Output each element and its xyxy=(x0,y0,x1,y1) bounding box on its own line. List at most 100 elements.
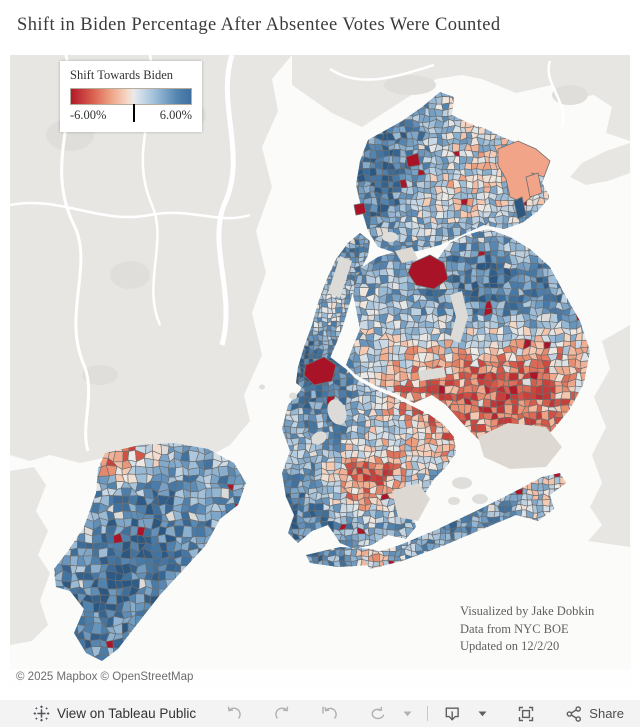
refresh-button[interactable] xyxy=(366,705,390,723)
nyc-map-viewport[interactable]: Shift Towards Biden -6.00% 6.00% Visuali… xyxy=(10,55,631,687)
election-district[interactable] xyxy=(165,570,177,580)
toolbar-menu-caret[interactable] xyxy=(400,711,415,717)
election-district[interactable] xyxy=(508,372,519,382)
election-district[interactable] xyxy=(419,391,427,400)
election-district[interactable] xyxy=(391,149,401,158)
election-district[interactable] xyxy=(438,393,446,401)
election-district[interactable] xyxy=(484,155,490,163)
election-district[interactable] xyxy=(398,173,406,181)
election-district[interactable] xyxy=(488,274,499,284)
election-district[interactable] xyxy=(388,352,393,362)
nyc-election-district-map[interactable] xyxy=(10,55,631,687)
election-district[interactable] xyxy=(315,389,323,399)
election-district[interactable] xyxy=(203,458,214,471)
election-district[interactable] xyxy=(488,241,499,252)
election-district[interactable] xyxy=(475,424,487,433)
mapbox-osm-copyright[interactable]: © 2025 Mapbox © OpenStreetMap xyxy=(16,671,194,683)
election-district[interactable] xyxy=(398,281,409,291)
election-district[interactable] xyxy=(367,522,377,529)
election-district[interactable] xyxy=(112,495,123,505)
election-district[interactable] xyxy=(439,532,447,541)
election-district[interactable] xyxy=(453,209,461,219)
election-district[interactable] xyxy=(410,169,419,176)
election-district[interactable] xyxy=(344,443,354,452)
election-district[interactable] xyxy=(98,547,109,559)
election-district[interactable] xyxy=(434,426,444,434)
election-district[interactable] xyxy=(509,241,517,253)
election-district[interactable] xyxy=(353,286,361,297)
election-district[interactable] xyxy=(510,314,517,323)
election-district[interactable] xyxy=(503,404,513,415)
election-district[interactable] xyxy=(464,273,472,285)
election-district[interactable] xyxy=(547,484,555,490)
election-district[interactable] xyxy=(477,340,485,349)
election-district[interactable] xyxy=(369,167,377,177)
election-district[interactable] xyxy=(579,352,590,362)
election-district[interactable] xyxy=(451,274,461,284)
election-district[interactable] xyxy=(484,250,492,256)
election-district[interactable] xyxy=(83,611,95,618)
election-district[interactable] xyxy=(362,161,371,169)
election-district[interactable] xyxy=(181,525,193,538)
election-district[interactable] xyxy=(561,359,570,367)
election-district[interactable] xyxy=(534,393,544,401)
election-district[interactable] xyxy=(495,390,507,402)
election-district[interactable] xyxy=(385,374,396,381)
election-district[interactable] xyxy=(542,267,549,278)
election-district[interactable] xyxy=(465,180,474,189)
election-district[interactable] xyxy=(495,175,502,183)
redo-button[interactable] xyxy=(270,705,294,723)
election-district[interactable] xyxy=(535,276,544,284)
election-district[interactable] xyxy=(352,544,361,554)
election-district[interactable] xyxy=(105,640,114,649)
election-district[interactable] xyxy=(441,108,449,117)
legend-gradient-bar[interactable] xyxy=(70,88,192,105)
election-district[interactable] xyxy=(325,461,336,471)
election-district[interactable] xyxy=(364,419,371,428)
election-district[interactable] xyxy=(534,384,543,396)
election-district[interactable] xyxy=(400,474,407,483)
election-district[interactable] xyxy=(326,485,335,495)
download-button[interactable] xyxy=(440,705,465,723)
election-district[interactable] xyxy=(435,96,443,105)
election-district[interactable] xyxy=(427,468,439,477)
view-on-tableau-public-link[interactable]: View on Tableau Public xyxy=(33,705,196,722)
election-district[interactable] xyxy=(211,487,222,498)
election-district[interactable] xyxy=(482,168,492,176)
election-district[interactable] xyxy=(339,503,348,514)
election-district[interactable] xyxy=(350,559,359,567)
election-district[interactable] xyxy=(333,560,342,568)
election-district[interactable] xyxy=(469,411,480,421)
election-district[interactable] xyxy=(424,288,434,297)
election-district[interactable] xyxy=(191,526,197,538)
election-district[interactable] xyxy=(143,457,154,468)
election-district[interactable] xyxy=(410,307,422,317)
election-district[interactable] xyxy=(496,273,505,285)
election-district[interactable] xyxy=(189,491,199,499)
election-district[interactable] xyxy=(144,557,154,565)
download-menu-caret[interactable] xyxy=(475,711,490,717)
legend-tick-marker[interactable] xyxy=(133,104,136,122)
election-district[interactable] xyxy=(290,426,297,435)
election-district[interactable] xyxy=(241,481,252,489)
election-district[interactable] xyxy=(430,379,440,386)
election-district[interactable] xyxy=(391,281,400,291)
election-district[interactable] xyxy=(335,307,343,314)
election-district[interactable] xyxy=(531,482,539,492)
election-district[interactable] xyxy=(445,373,455,381)
election-district[interactable] xyxy=(434,108,444,117)
election-district[interactable] xyxy=(423,180,431,189)
election-district[interactable] xyxy=(502,223,508,230)
election-district[interactable] xyxy=(344,297,351,305)
election-district[interactable] xyxy=(217,465,229,478)
election-district[interactable] xyxy=(482,398,491,408)
election-district[interactable] xyxy=(330,329,337,337)
election-district[interactable] xyxy=(373,301,380,311)
election-district[interactable] xyxy=(339,564,348,572)
election-district[interactable] xyxy=(497,340,504,350)
election-district[interactable] xyxy=(452,443,462,453)
election-district[interactable] xyxy=(374,402,383,410)
election-district[interactable] xyxy=(298,436,307,445)
election-district[interactable] xyxy=(372,366,383,374)
election-district[interactable] xyxy=(465,242,473,251)
